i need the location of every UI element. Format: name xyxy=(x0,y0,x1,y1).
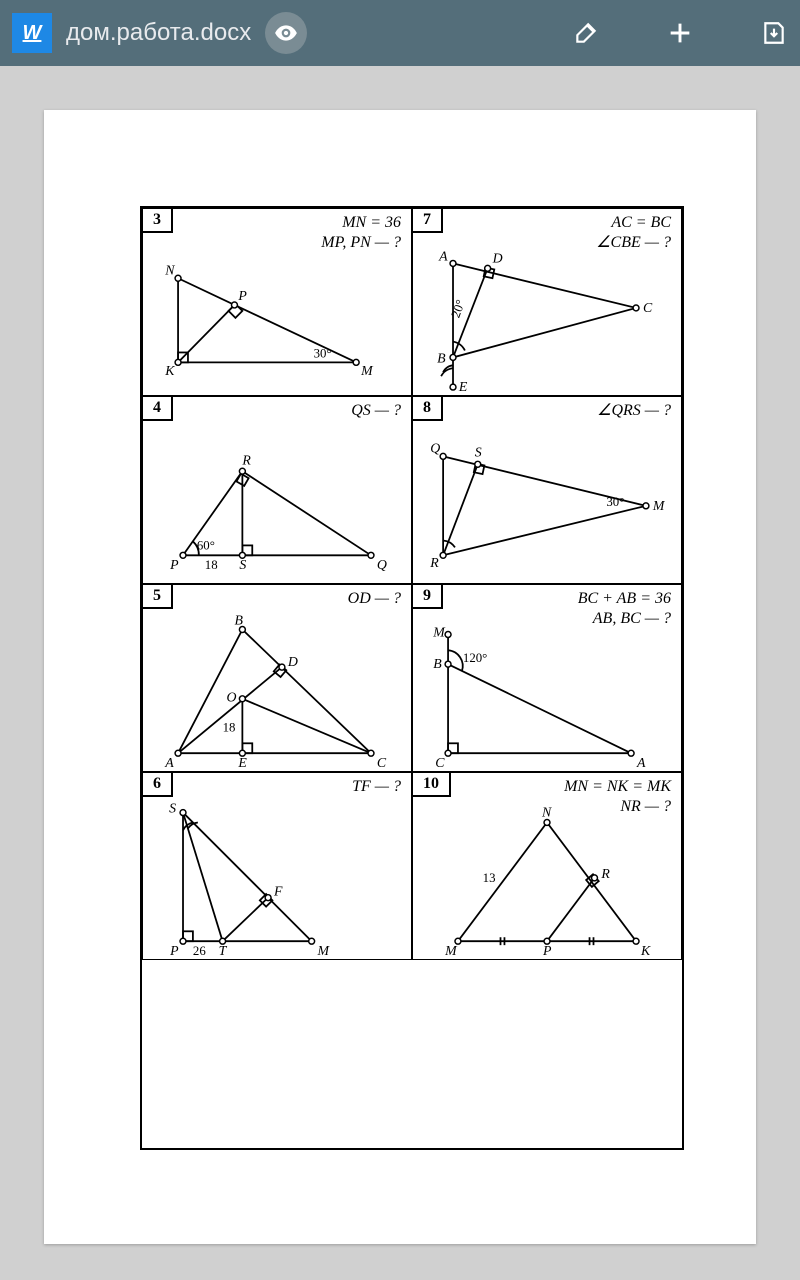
problem-5: 5 OD — ? xyxy=(142,584,412,772)
svg-text:C: C xyxy=(435,755,445,770)
filename: дом.работа.docx xyxy=(66,19,251,47)
svg-text:M: M xyxy=(360,363,374,378)
svg-text:B: B xyxy=(234,613,243,628)
diagram-4: R P S Q 60° 18 xyxy=(143,397,411,583)
diagram-8: Q S M R 30° xyxy=(413,397,681,583)
problem-10: 10 MN = NK = MK NR — ? xyxy=(412,772,682,960)
svg-text:O: O xyxy=(227,690,237,705)
svg-text:E: E xyxy=(458,379,468,394)
svg-text:A: A xyxy=(438,248,448,263)
svg-text:F: F xyxy=(273,884,283,899)
svg-text:P: P xyxy=(169,943,179,958)
svg-text:D: D xyxy=(287,654,298,669)
problem-8: 8 ∠QRS — ? Q S xyxy=(412,396,682,584)
svg-text:A: A xyxy=(636,755,646,770)
add-button[interactable] xyxy=(666,19,694,47)
svg-text:B: B xyxy=(433,656,442,671)
svg-text:26: 26 xyxy=(193,944,206,958)
word-app-icon[interactable]: W xyxy=(12,13,52,53)
svg-text:M: M xyxy=(432,624,446,639)
svg-text:S: S xyxy=(475,444,482,459)
svg-text:60°: 60° xyxy=(197,538,215,552)
svg-text:13: 13 xyxy=(483,871,496,885)
svg-text:T: T xyxy=(219,943,228,958)
svg-text:30°: 30° xyxy=(314,346,332,360)
svg-text:C: C xyxy=(377,755,387,770)
svg-text:Q: Q xyxy=(430,440,440,455)
svg-text:A: A xyxy=(164,755,174,770)
edit-button[interactable] xyxy=(572,19,600,47)
svg-text:M: M xyxy=(652,498,666,513)
svg-text:K: K xyxy=(640,943,651,958)
diagram-7: A D C B E 20° xyxy=(413,209,681,395)
diagram-10: N R M P K 13 xyxy=(413,773,681,959)
diagram-3: N P K M 30° xyxy=(143,209,411,395)
svg-text:M: M xyxy=(444,943,458,958)
svg-text:Q: Q xyxy=(377,557,387,572)
svg-text:E: E xyxy=(237,755,247,770)
diagram-9: M B C A 120° xyxy=(413,585,681,771)
svg-text:M: M xyxy=(317,943,331,958)
svg-text:R: R xyxy=(600,866,610,881)
export-button[interactable] xyxy=(760,19,788,47)
edit-icon xyxy=(573,20,599,46)
svg-text:P: P xyxy=(237,288,247,303)
svg-text:K: K xyxy=(164,363,175,378)
svg-text:S: S xyxy=(169,801,176,816)
svg-text:18: 18 xyxy=(223,720,236,734)
svg-text:B: B xyxy=(437,350,446,365)
problem-7: 7 AC = BC ∠CBE — ? xyxy=(412,208,682,396)
svg-text:N: N xyxy=(164,262,175,277)
svg-text:N: N xyxy=(541,805,552,820)
svg-text:120°: 120° xyxy=(463,651,487,665)
svg-text:P: P xyxy=(542,943,552,958)
svg-text:20°: 20° xyxy=(449,298,468,320)
problem-6: 6 TF — ? xyxy=(142,772,412,960)
toolbar: W дом.работа.docx xyxy=(0,0,800,66)
svg-text:P: P xyxy=(169,557,179,572)
eye-icon xyxy=(273,20,299,46)
svg-text:C: C xyxy=(643,300,653,315)
svg-text:30°: 30° xyxy=(606,495,624,509)
plus-icon xyxy=(666,19,694,47)
problem-9: 9 BC + AB = 36 AB, BC — ? xyxy=(412,584,682,772)
export-icon xyxy=(761,20,787,46)
view-mode-button[interactable] xyxy=(265,12,307,54)
problem-3: 3 MN = 36 MP, PN — ? xyxy=(142,208,412,396)
diagram-6: S F P T M 26 xyxy=(143,773,411,959)
problems-grid: 3 MN = 36 MP, PN — ? xyxy=(140,206,684,1150)
diagram-5: B D O A E C 18 xyxy=(143,585,411,771)
problem-4: 4 QS — ? R xyxy=(142,396,412,584)
svg-text:S: S xyxy=(239,557,246,572)
svg-text:D: D xyxy=(492,250,503,265)
svg-text:18: 18 xyxy=(205,558,218,572)
document-page: 3 MN = 36 MP, PN — ? xyxy=(44,110,756,1244)
svg-text:R: R xyxy=(429,555,439,570)
svg-text:R: R xyxy=(241,452,251,467)
